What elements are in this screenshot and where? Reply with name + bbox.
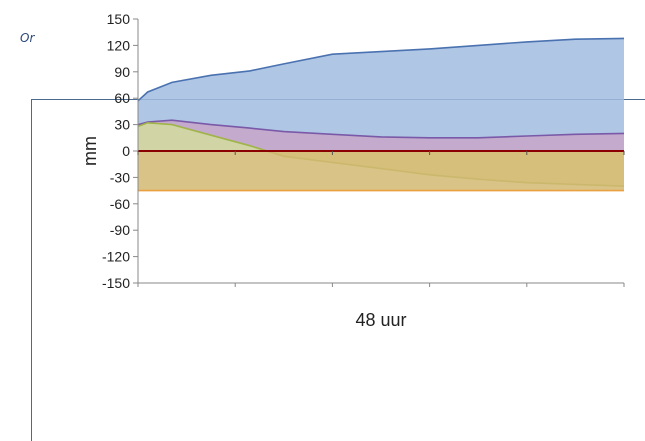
area-series-4-fill — [138, 151, 624, 191]
y-tick-label: -150 — [102, 275, 130, 291]
x-axis-title: 48 uur — [355, 310, 406, 330]
area-series-1-fill — [138, 38, 624, 151]
corner-text: Or — [20, 31, 35, 45]
series-layer — [137, 37, 625, 192]
axis-layer: 150 120 90 60 30 0 -30 -60 -90 -120 -150 — [102, 11, 625, 291]
y-tick-label: 30 — [114, 117, 130, 133]
y-axis-title: mm — [80, 136, 100, 166]
y-tick-label: 120 — [107, 37, 131, 53]
y-tick-label: -90 — [110, 222, 130, 238]
y-tick-label: 60 — [114, 90, 130, 106]
area-series-2-line — [137, 119, 625, 139]
y-tick-label: -120 — [102, 249, 130, 265]
area-series-2-fill — [138, 120, 624, 151]
y-tick-label: -30 — [110, 169, 130, 185]
area-series-1-line — [137, 37, 625, 102]
y-tick-label: 150 — [107, 11, 131, 27]
y-tick-label: 90 — [114, 64, 130, 80]
y-tick-label: 0 — [122, 143, 130, 159]
y-tick-label: -60 — [110, 196, 130, 212]
frame-line-vertical — [31, 99, 32, 441]
